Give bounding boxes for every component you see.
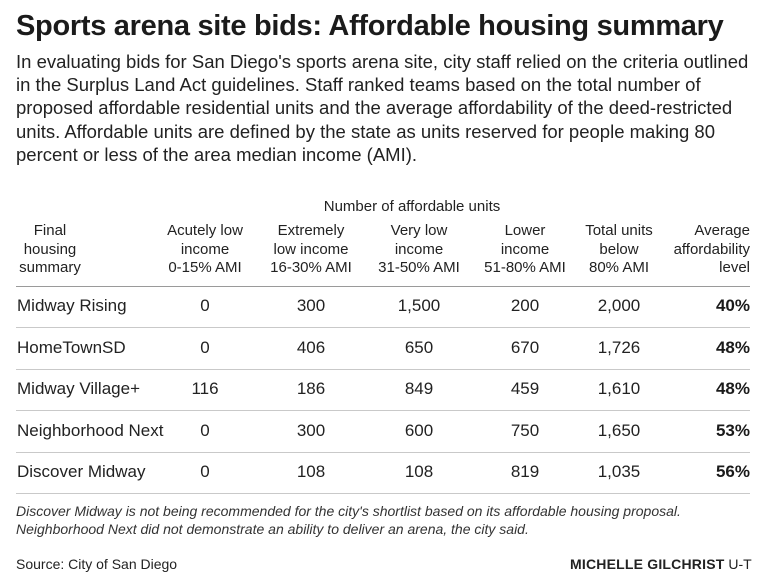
cell-total-units: 2,000 xyxy=(597,296,641,315)
cell-extremely-low: 186 xyxy=(296,379,326,398)
cell-team-name: HomeTownSD xyxy=(17,337,126,357)
footnote: Discover Midway is not being recommended… xyxy=(16,503,681,537)
header-average-affordability: Average affordability level xyxy=(673,222,750,276)
row-rule xyxy=(16,493,750,494)
header-total-units: Total units below 80% AMI xyxy=(585,222,653,276)
header-very-low-income: Very low income 31-50% AMI xyxy=(378,222,460,276)
cell-acutely-low: 0 xyxy=(200,296,210,315)
cell-acutely-low: 116 xyxy=(191,379,219,398)
group-header: Number of affordable units xyxy=(323,198,501,215)
header-final-housing-summary: Final housing summary xyxy=(19,222,81,276)
credit-line: MICHELLE GILCHRIST U-T xyxy=(570,556,752,572)
cell-lower-income: 819 xyxy=(510,462,540,481)
header-lower-income: Lower income 51-80% AMI xyxy=(484,222,566,276)
row-rule xyxy=(16,327,750,328)
credit-name: MICHELLE GILCHRIST xyxy=(570,556,725,572)
cell-very-low: 600 xyxy=(404,420,434,440)
header-rule xyxy=(16,286,750,287)
cell-extremely-low: 300 xyxy=(296,420,326,440)
cell-acutely-low: 0 xyxy=(200,420,210,440)
source-line: Source: City of San Diego xyxy=(16,556,178,572)
header-extremely-low-income: Extremely low income 16-30% AMI xyxy=(270,222,352,276)
cell-average-affordability: 48% xyxy=(715,337,750,357)
cell-total-units: 1,650 xyxy=(597,420,641,440)
cell-lower-income: 459 xyxy=(510,379,540,398)
cell-acutely-low: 0 xyxy=(200,462,210,481)
cell-total-units: 1,610 xyxy=(597,379,641,398)
cell-lower-income: 750 xyxy=(510,420,540,440)
cell-lower-income: 200 xyxy=(510,296,540,315)
cell-very-low: 108 xyxy=(404,462,434,481)
cell-average-affordability: 56% xyxy=(715,462,750,481)
credit-org: U-T xyxy=(728,556,752,572)
cell-total-units: 1,726 xyxy=(597,337,641,357)
intro-text: In evaluating bids for San Diego's sport… xyxy=(16,51,749,165)
cell-team-name: Midway Rising xyxy=(17,296,127,315)
cell-team-name: Discover Midway xyxy=(17,462,146,481)
cell-team-name: Neighborhood Next xyxy=(17,420,164,440)
cell-average-affordability: 40% xyxy=(715,296,750,315)
chart-title: Sports arena site bids: Affordable housi… xyxy=(16,10,724,42)
row-rule xyxy=(16,451,750,453)
cell-very-low: 1,500 xyxy=(397,296,441,315)
cell-extremely-low: 300 xyxy=(296,296,326,315)
row-rule xyxy=(16,410,750,411)
cell-total-units: 1,035 xyxy=(597,462,641,481)
cell-extremely-low: 108 xyxy=(296,462,326,481)
cell-very-low: 849 xyxy=(404,379,434,398)
cell-extremely-low: 406 xyxy=(296,337,326,357)
cell-team-name: Midway Village+ xyxy=(17,379,141,398)
cell-average-affordability: 53% xyxy=(715,420,750,440)
cell-very-low: 650 xyxy=(404,337,434,357)
cell-acutely-low: 0 xyxy=(200,337,210,357)
row-rule xyxy=(16,368,750,370)
cell-lower-income: 670 xyxy=(510,337,540,357)
header-acutely-low-income: Acutely low income 0-15% AMI xyxy=(167,222,243,276)
cell-average-affordability: 48% xyxy=(715,379,750,398)
